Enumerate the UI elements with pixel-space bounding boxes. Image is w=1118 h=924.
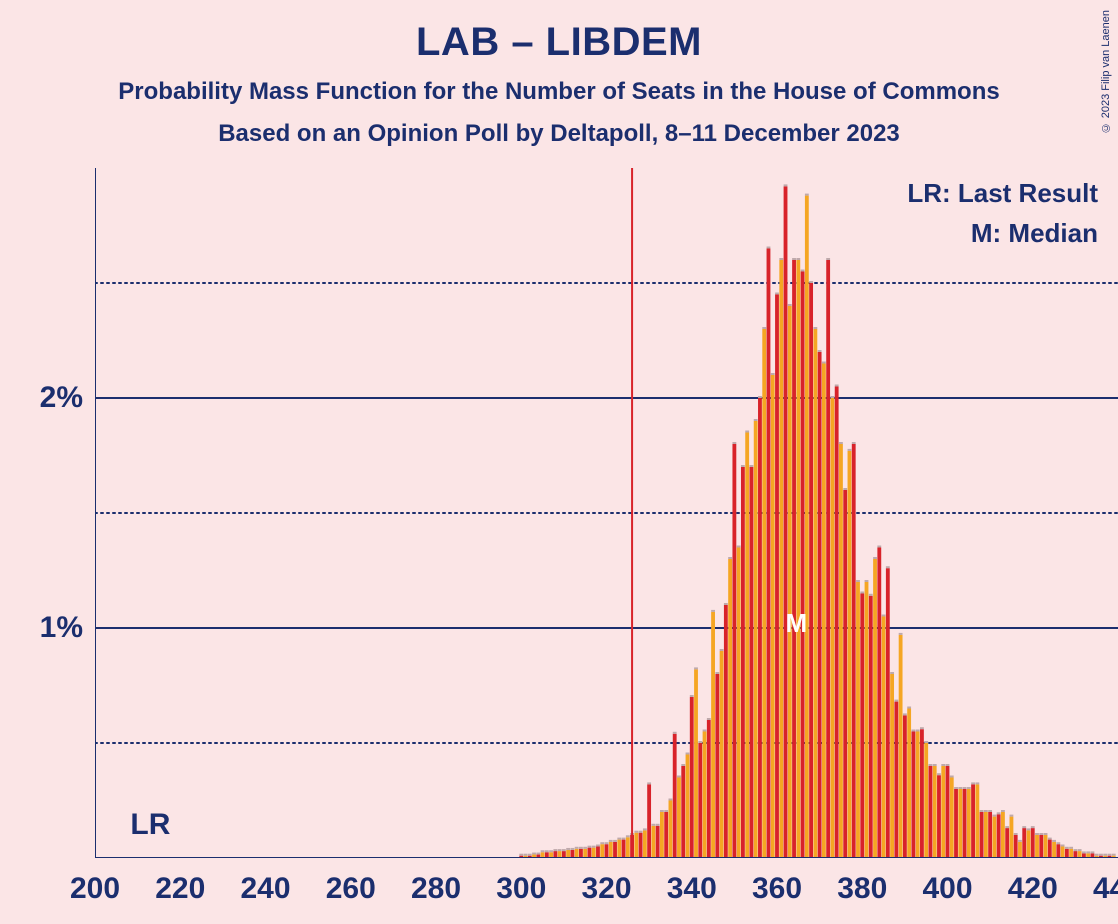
legend-lr: LR: Last Result — [907, 178, 1098, 209]
y-tick-label: 1% — [40, 611, 83, 645]
x-tick-label: 400 — [922, 872, 972, 906]
x-tick-label: 220 — [155, 872, 205, 906]
lr-marker-label: LR — [130, 808, 170, 842]
x-tick-label: 360 — [752, 872, 802, 906]
copyright-text: © 2023 Filip van Laenen — [1100, 10, 1112, 133]
x-tick-label: 280 — [411, 872, 461, 906]
x-tick-label: 240 — [240, 872, 290, 906]
chart-title: LAB – LIBDEM — [0, 20, 1118, 65]
x-tick-label: 260 — [326, 872, 376, 906]
pmf-chart — [95, 168, 1118, 858]
legend-m: M: Median — [971, 218, 1098, 249]
median-marker-label: M — [786, 608, 808, 639]
chart-subtitle-2: Based on an Opinion Poll by Deltapoll, 8… — [0, 120, 1118, 148]
x-tick-label: 300 — [496, 872, 546, 906]
x-tick-label: 200 — [70, 872, 120, 906]
x-tick-label: 440 — [1093, 872, 1118, 906]
x-tick-label: 340 — [667, 872, 717, 906]
x-tick-label: 380 — [837, 872, 887, 906]
chart-subtitle-1: Probability Mass Function for the Number… — [0, 78, 1118, 106]
x-tick-label: 420 — [1008, 872, 1058, 906]
x-tick-label: 320 — [581, 872, 631, 906]
y-tick-label: 2% — [40, 381, 83, 415]
